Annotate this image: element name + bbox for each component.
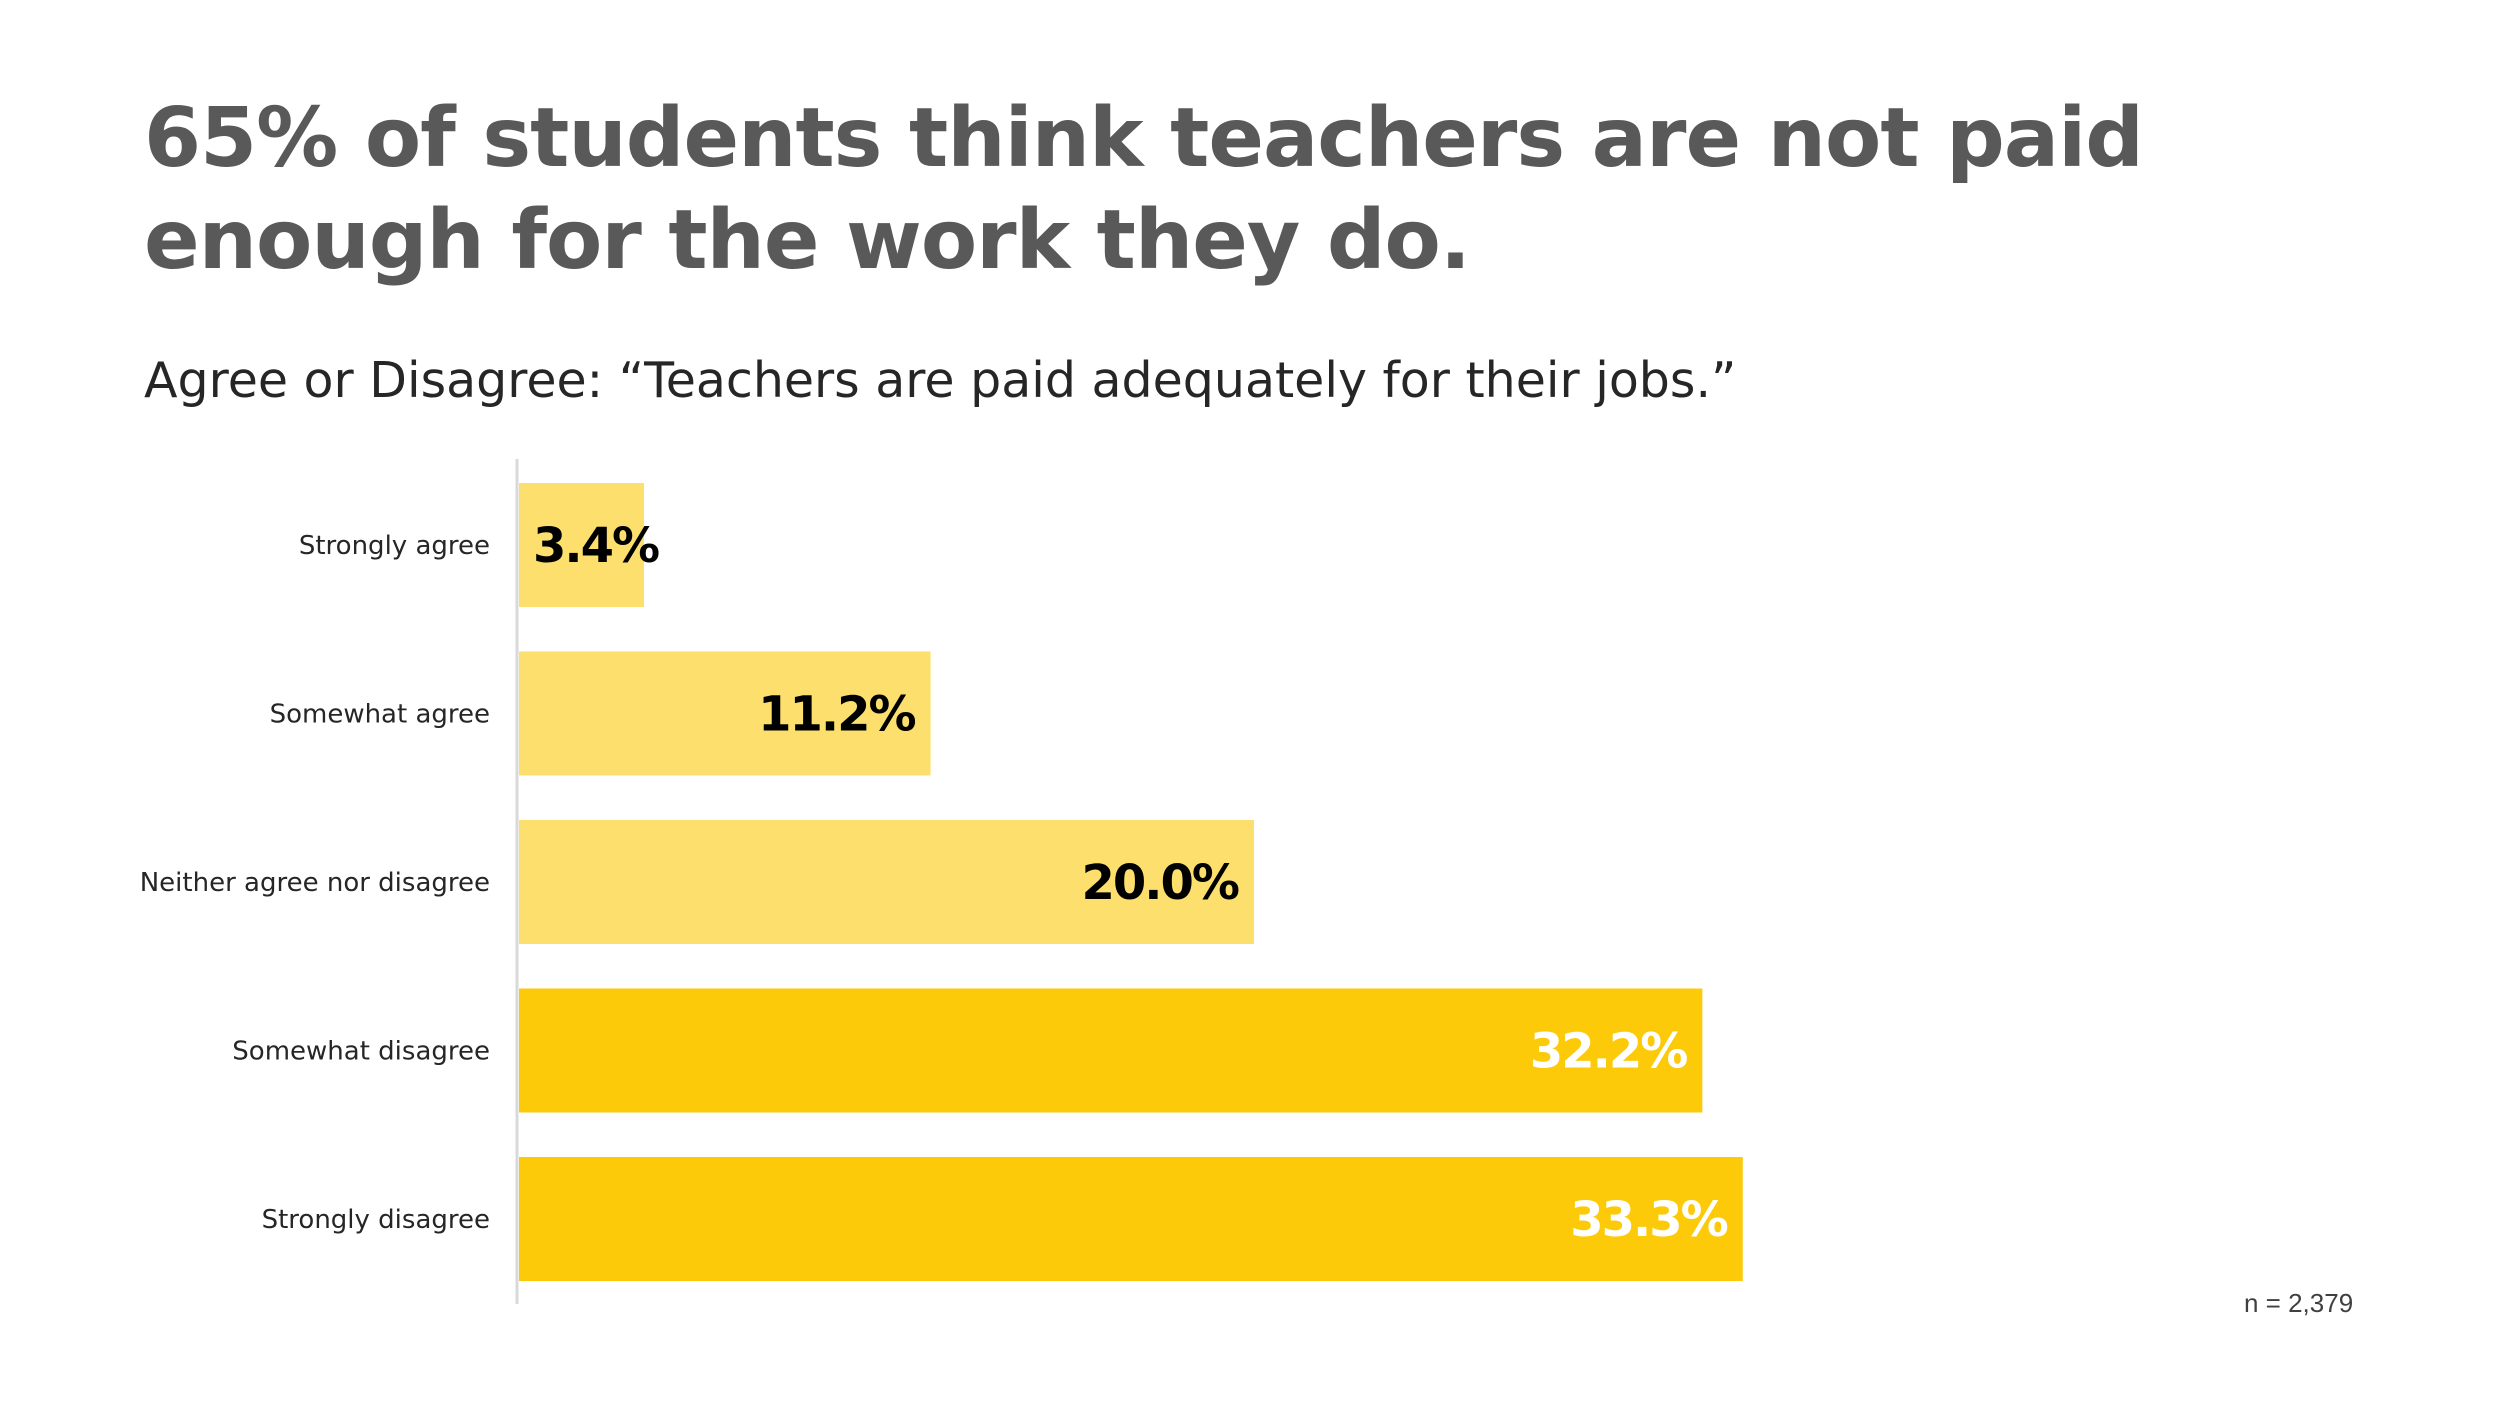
data-label: 32.2% — [1530, 1024, 1687, 1080]
data-label: 20.0% — [1081, 855, 1238, 911]
category-label: Strongly disagree — [262, 1205, 490, 1235]
data-label: 3.4% — [533, 518, 659, 574]
category-label: Somewhat disagree — [232, 1037, 490, 1067]
chart-title: 65% of students think teachers are not p… — [144, 91, 2144, 288]
sample-size-note: n = 2,379 — [2244, 1288, 2354, 1318]
bar-4 — [519, 1157, 1743, 1281]
category-label: Strongly agree — [299, 531, 490, 561]
data-label: 11.2% — [758, 687, 915, 743]
bar-0 — [519, 483, 644, 607]
category-label: Neither agree nor disagree — [140, 868, 490, 898]
data-label: 33.3% — [1570, 1192, 1727, 1248]
category-label: Somewhat agree — [270, 700, 490, 730]
bar-3 — [519, 988, 1703, 1113]
bar-2 — [519, 820, 1254, 944]
bar-1 — [519, 651, 931, 776]
chart-subtitle: Agree or Disagree: “Teachers are paid ad… — [144, 352, 1737, 409]
